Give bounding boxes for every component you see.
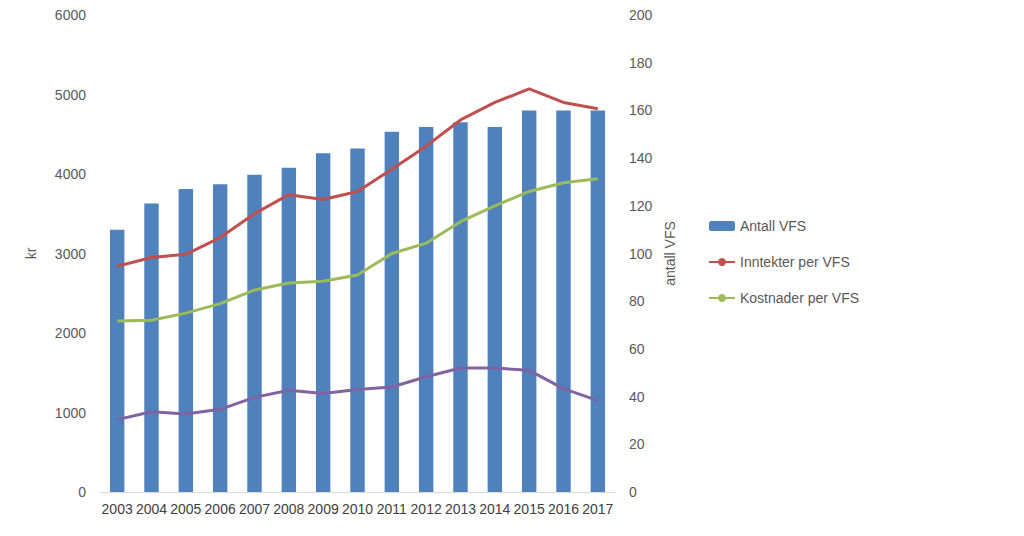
svg-text:2007: 2007 <box>239 501 270 517</box>
svg-text:4000: 4000 <box>55 166 86 182</box>
svg-text:2011: 2011 <box>377 501 407 517</box>
svg-text:2003: 2003 <box>102 501 133 517</box>
svg-text:Antall VFS: Antall VFS <box>740 218 806 234</box>
svg-text:40: 40 <box>629 389 645 405</box>
svg-text:2006: 2006 <box>205 501 236 517</box>
svg-text:2013: 2013 <box>445 501 476 517</box>
svg-text:2000: 2000 <box>55 325 86 341</box>
svg-text:2005: 2005 <box>170 501 201 517</box>
svg-text:3000: 3000 <box>55 246 86 262</box>
svg-text:antall VFS: antall VFS <box>662 221 678 286</box>
svg-text:2016: 2016 <box>548 501 579 517</box>
svg-text:Kostnader per VFS: Kostnader per VFS <box>740 290 859 306</box>
svg-text:1000: 1000 <box>55 405 86 421</box>
svg-text:2008: 2008 <box>273 501 304 517</box>
svg-text:kr: kr <box>23 247 39 259</box>
svg-text:2010: 2010 <box>342 501 373 517</box>
svg-text:160: 160 <box>629 102 653 118</box>
svg-text:120: 120 <box>629 198 653 214</box>
svg-text:0: 0 <box>629 484 637 500</box>
svg-text:2017: 2017 <box>582 501 613 517</box>
svg-text:5000: 5000 <box>55 87 86 103</box>
svg-text:2015: 2015 <box>514 501 545 517</box>
svg-text:200: 200 <box>629 7 653 23</box>
svg-text:180: 180 <box>629 55 653 71</box>
svg-text:6000: 6000 <box>55 7 86 23</box>
svg-text:2012: 2012 <box>411 501 442 517</box>
svg-text:2009: 2009 <box>308 501 339 517</box>
svg-text:2004: 2004 <box>136 501 167 517</box>
svg-text:0: 0 <box>78 484 86 500</box>
svg-text:140: 140 <box>629 150 653 166</box>
svg-text:100: 100 <box>629 246 653 262</box>
svg-text:2014: 2014 <box>479 501 510 517</box>
svg-text:60: 60 <box>629 341 645 357</box>
svg-text:80: 80 <box>629 293 645 309</box>
svg-text:Inntekter per VFS: Inntekter per VFS <box>740 254 850 270</box>
svg-text:20: 20 <box>629 436 645 452</box>
